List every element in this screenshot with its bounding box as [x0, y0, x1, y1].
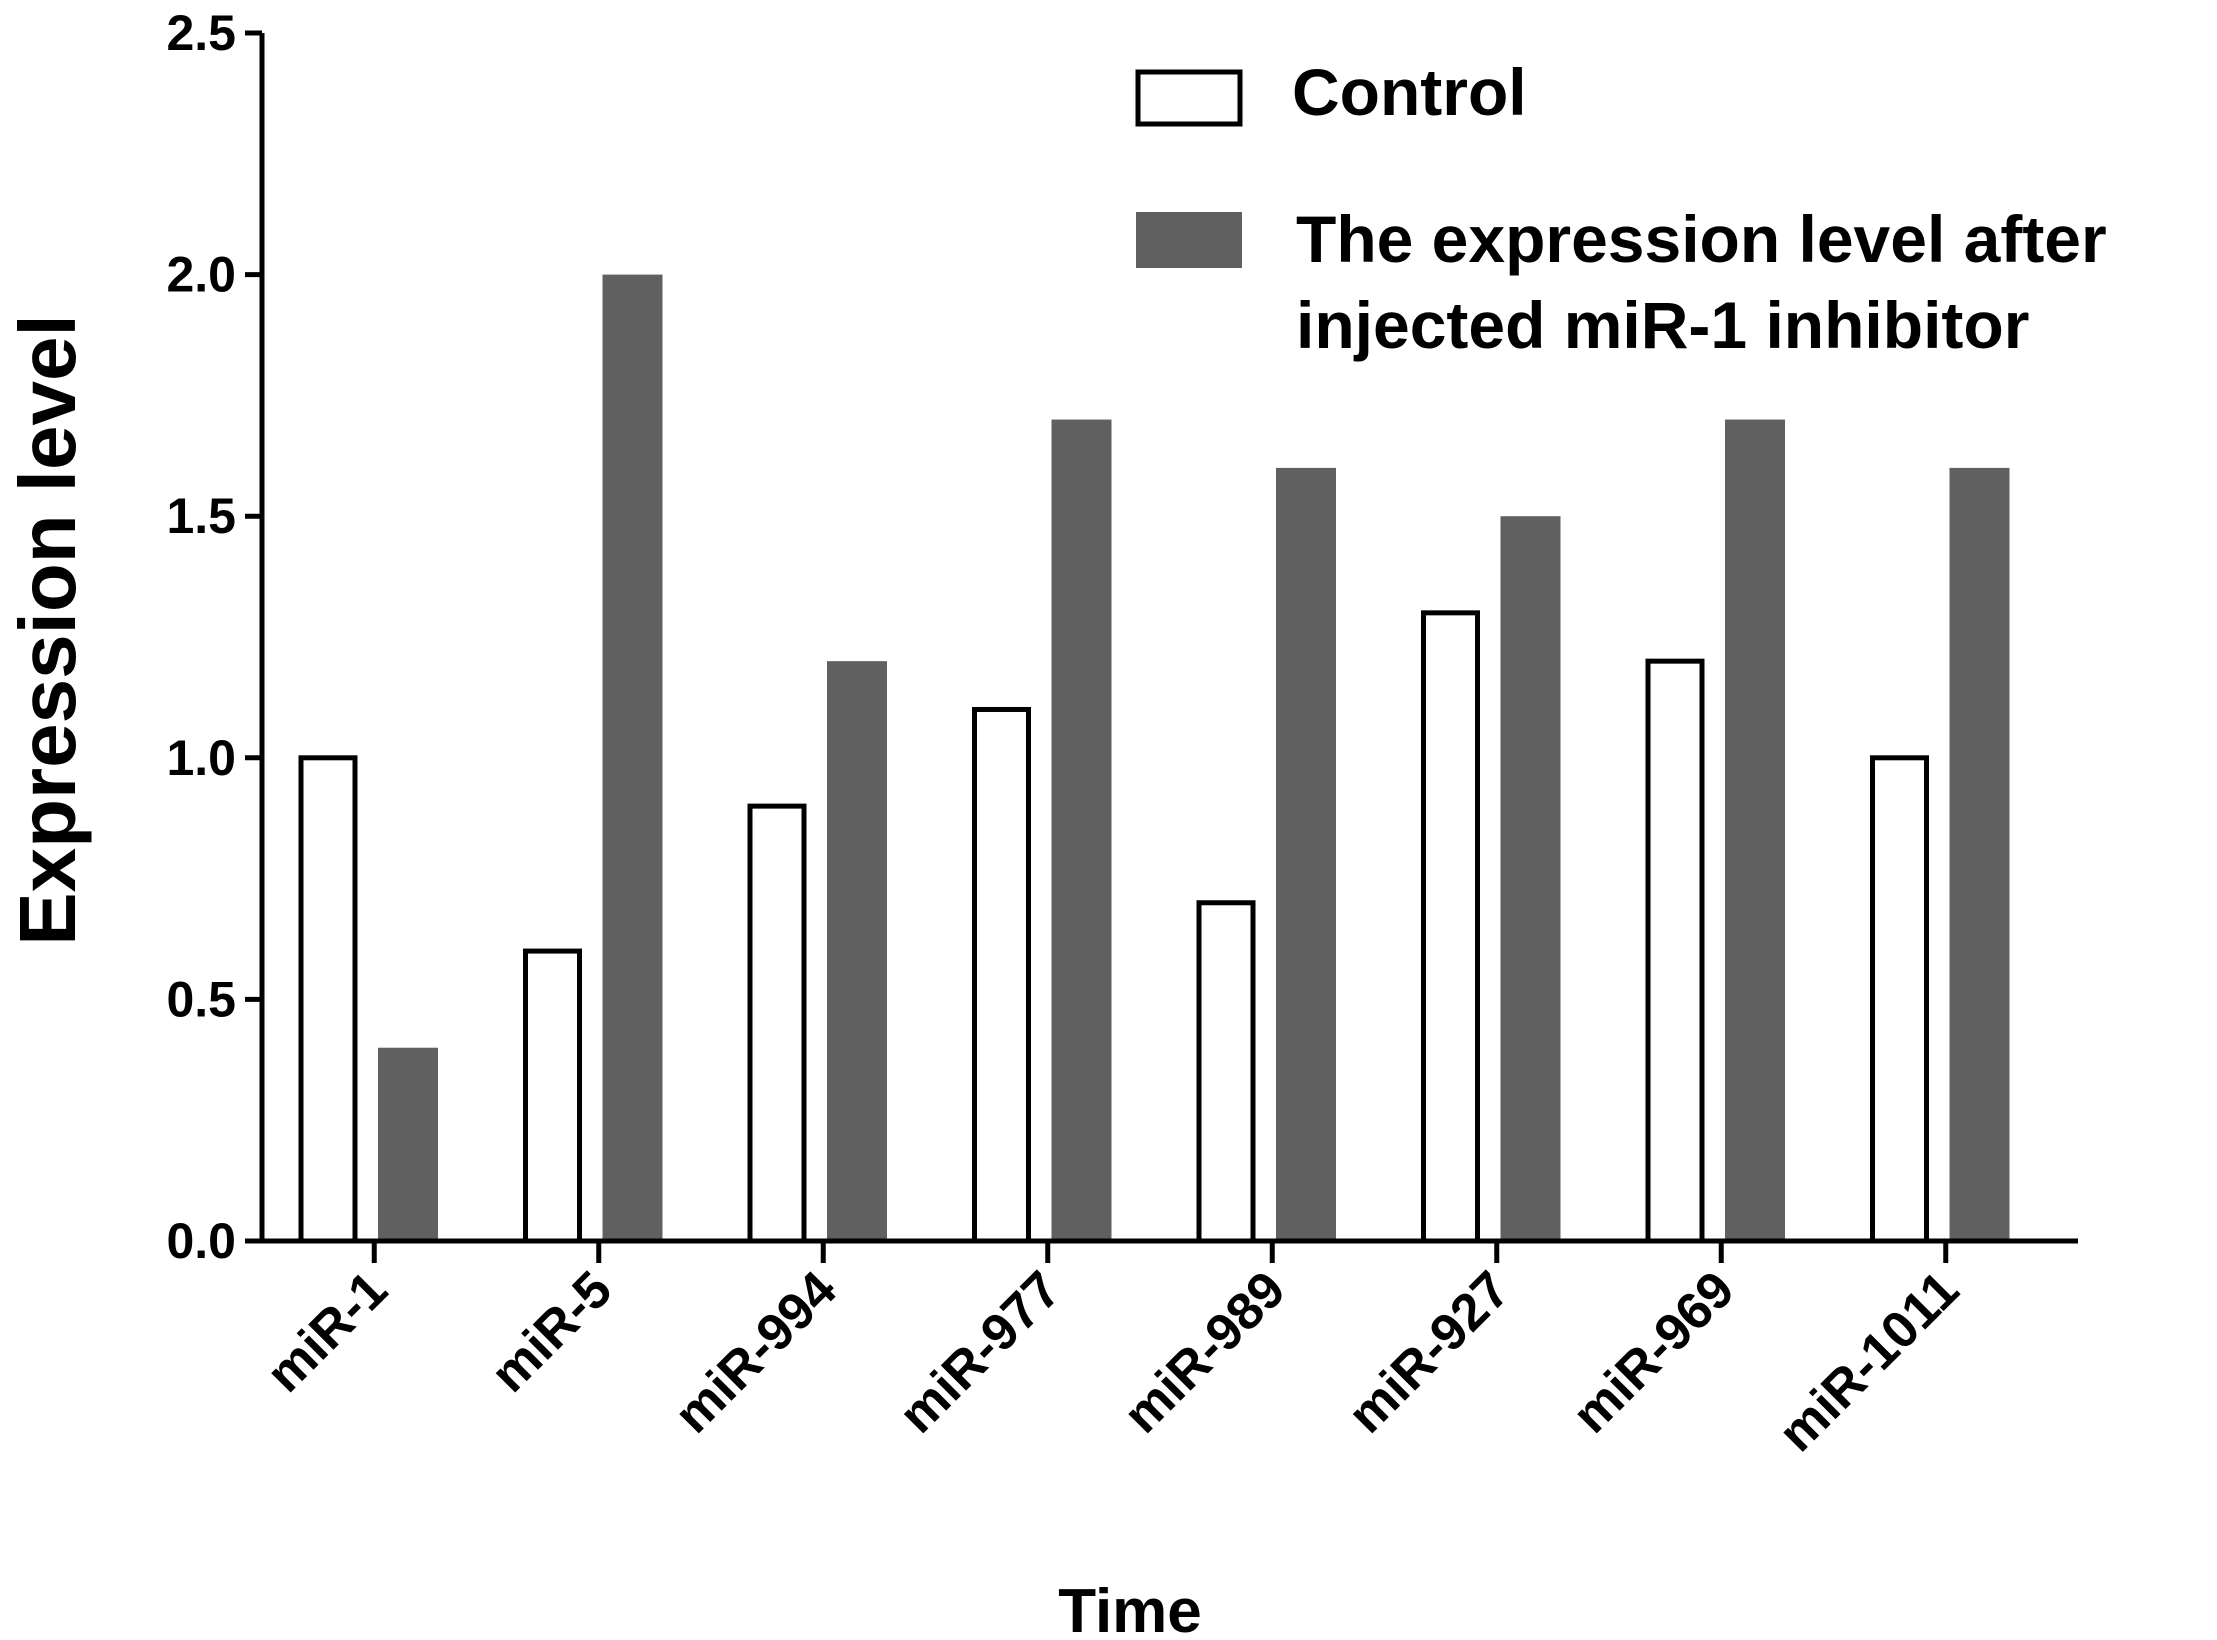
x-tick-label: miR-1 — [256, 1260, 399, 1403]
x-tick-label: miR-994 — [664, 1260, 848, 1444]
y-axis-title: Expression level — [3, 314, 92, 945]
legend-label-inhibitor-line2: injected miR-1 inhibitor — [1296, 288, 2029, 362]
bar-inhibitor-mir-977 — [1051, 419, 1112, 1241]
x-axis-title: Time — [1058, 1577, 1202, 1640]
x-tick-label: miR-989 — [1113, 1260, 1297, 1444]
y-tick-label: 2.0 — [166, 247, 236, 303]
bar-control-mir-977 — [972, 706, 1031, 1244]
bar-control-mir-5 — [523, 948, 582, 1244]
bar-inhibitor-mir-989 — [1276, 467, 1336, 1241]
bar-inhibitor-mir-969 — [1725, 419, 1785, 1241]
bar-control-mir-1 — [298, 755, 358, 1244]
y-tick-label: 2.5 — [166, 5, 236, 61]
x-tick-label: miR-5 — [480, 1260, 623, 1403]
y-tick-label: 1.0 — [166, 730, 236, 786]
x-tick-label: miR-927 — [1337, 1260, 1521, 1444]
y-tick-label: 0.5 — [166, 971, 236, 1027]
x-tick-label: miR-969 — [1562, 1260, 1746, 1444]
bar-inhibitor-mir-927 — [1500, 516, 1561, 1241]
legend-swatch-control — [1135, 69, 1243, 127]
bar-inhibitor-mir-5 — [602, 274, 663, 1242]
x-tick-label: miR-1011 — [1768, 1260, 1970, 1462]
legend-label-inhibitor-line1: The expression level after — [1296, 202, 2107, 276]
bar-control-mir-1011 — [1870, 755, 1929, 1244]
legend-label-control: Control — [1292, 55, 1527, 129]
bar-control-mir-994 — [747, 803, 807, 1244]
x-tick-label: miR-977 — [888, 1260, 1072, 1444]
legend-swatch-inhibitor — [1136, 212, 1242, 268]
y-tick-label: 1.5 — [166, 488, 236, 544]
bar-inhibitor-mir-1011 — [1949, 467, 2010, 1241]
bar-control-mir-989 — [1196, 900, 1256, 1244]
bar-inhibitor-mir-994 — [827, 661, 887, 1241]
bar-control-mir-927 — [1421, 610, 1480, 1244]
bar-inhibitor-mir-1 — [378, 1047, 438, 1241]
y-tick-label: 0.0 — [166, 1213, 236, 1269]
bar-control-mir-969 — [1645, 658, 1705, 1244]
